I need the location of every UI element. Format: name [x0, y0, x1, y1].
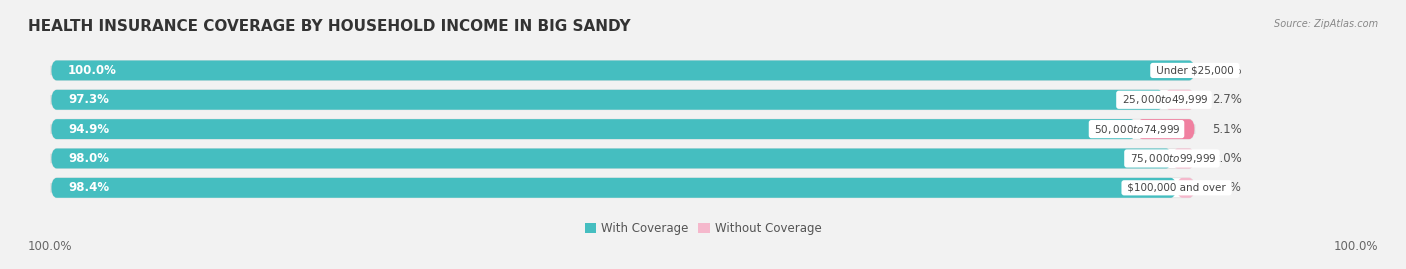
Text: HEALTH INSURANCE COVERAGE BY HOUSEHOLD INCOME IN BIG SANDY: HEALTH INSURANCE COVERAGE BY HOUSEHOLD I… [28, 19, 631, 34]
Text: 0.0%: 0.0% [1212, 64, 1241, 77]
FancyBboxPatch shape [51, 61, 1195, 80]
FancyBboxPatch shape [51, 119, 1195, 139]
FancyBboxPatch shape [51, 119, 1136, 139]
Text: 2.0%: 2.0% [1212, 152, 1241, 165]
Text: 2.7%: 2.7% [1212, 93, 1241, 106]
Text: Source: ZipAtlas.com: Source: ZipAtlas.com [1274, 19, 1378, 29]
Text: $50,000 to $74,999: $50,000 to $74,999 [1091, 123, 1181, 136]
FancyBboxPatch shape [51, 61, 1195, 80]
Text: 98.0%: 98.0% [67, 152, 110, 165]
FancyBboxPatch shape [51, 178, 1177, 198]
Text: 100.0%: 100.0% [28, 240, 73, 253]
Text: 98.4%: 98.4% [67, 181, 110, 194]
FancyBboxPatch shape [1177, 178, 1195, 198]
Text: 100.0%: 100.0% [1333, 240, 1378, 253]
Text: 94.9%: 94.9% [67, 123, 110, 136]
Text: 97.3%: 97.3% [67, 93, 110, 106]
FancyBboxPatch shape [51, 90, 1164, 110]
FancyBboxPatch shape [51, 90, 1195, 110]
Text: $75,000 to $99,999: $75,000 to $99,999 [1126, 152, 1218, 165]
FancyBboxPatch shape [1173, 148, 1195, 168]
FancyBboxPatch shape [51, 148, 1195, 168]
Text: 1.6%: 1.6% [1212, 181, 1241, 194]
Text: $100,000 and over: $100,000 and over [1123, 183, 1229, 193]
Text: Under $25,000: Under $25,000 [1153, 65, 1237, 75]
FancyBboxPatch shape [51, 148, 1173, 168]
Text: $25,000 to $49,999: $25,000 to $49,999 [1119, 93, 1209, 106]
Text: 100.0%: 100.0% [67, 64, 117, 77]
Legend: With Coverage, Without Coverage: With Coverage, Without Coverage [579, 217, 827, 239]
FancyBboxPatch shape [51, 178, 1195, 198]
FancyBboxPatch shape [1164, 90, 1195, 110]
Text: 5.1%: 5.1% [1212, 123, 1241, 136]
FancyBboxPatch shape [1136, 119, 1195, 139]
